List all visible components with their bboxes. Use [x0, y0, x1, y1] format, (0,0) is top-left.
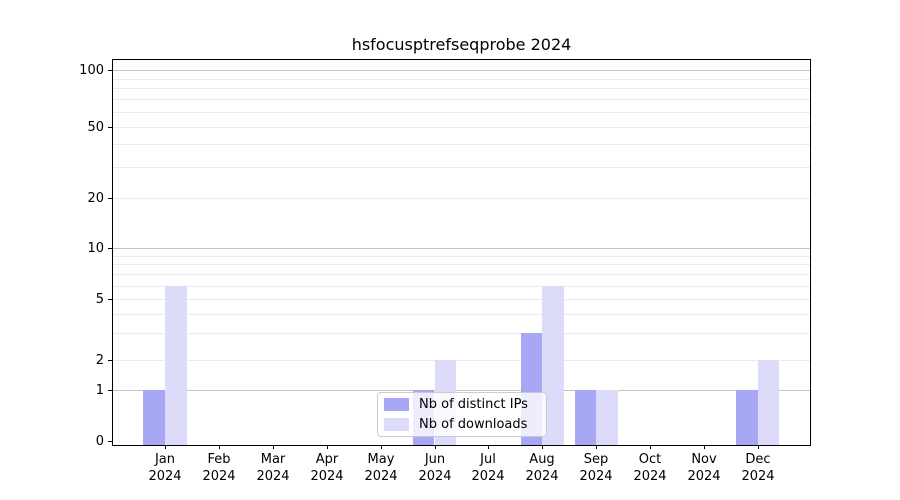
y-tick-mark: [108, 127, 112, 128]
gridline-minor: [113, 264, 810, 265]
x-tick-label: Mar 2024: [256, 452, 290, 484]
y-tick-mark: [108, 360, 112, 361]
x-tick-mark: [273, 445, 274, 449]
plot-area: Nb of distinct IPs Nb of downloads: [112, 59, 811, 446]
y-tick-label: 100: [79, 63, 104, 78]
x-tick-mark: [435, 445, 436, 449]
y-tick-label: 1: [95, 383, 104, 398]
y-tick-label: 50: [87, 120, 104, 135]
x-tick-mark: [650, 445, 651, 449]
x-tick-mark: [327, 445, 328, 449]
gridline-minor: [113, 314, 810, 315]
bar-downloads: [542, 285, 564, 445]
x-tick-mark: [542, 445, 543, 449]
y-tick-label: 5: [95, 292, 104, 307]
gridline-minor: [113, 144, 810, 145]
bar-downloads: [757, 360, 780, 445]
y-tick-label: 10: [87, 241, 104, 256]
legend-label-downloads: Nb of downloads: [419, 417, 528, 432]
x-tick-mark: [758, 445, 759, 449]
y-tick-mark: [108, 198, 112, 199]
gridline-minor: [113, 198, 810, 199]
gridline-minor: [113, 256, 810, 257]
x-tick-label: Feb 2024: [202, 452, 236, 484]
legend-swatch-downloads: [384, 418, 409, 431]
gridline-minor: [113, 127, 810, 128]
gridline-minor: [113, 286, 810, 287]
x-tick-label: Oct 2024: [633, 452, 667, 484]
x-tick-label: Aug 2024: [525, 452, 559, 484]
gridline-minor: [113, 99, 810, 100]
gridline-major: [113, 70, 810, 71]
gridline-minor: [113, 167, 810, 168]
x-tick-label: Sep 2024: [579, 452, 613, 484]
bar-distinct-ips: [143, 390, 165, 445]
gridline-minor: [113, 333, 810, 334]
y-tick-mark: [108, 248, 112, 249]
chart-title: hsfocusptrefseqprobe 2024: [351, 35, 572, 54]
x-tick-label: Jun 2024: [418, 452, 452, 484]
x-tick-mark: [381, 445, 382, 449]
gridline-minor: [113, 88, 810, 89]
legend: Nb of distinct IPs Nb of downloads: [377, 392, 547, 437]
gridline-minor: [113, 274, 810, 275]
x-tick-mark: [165, 445, 166, 449]
x-tick-mark: [704, 445, 705, 449]
y-tick-mark: [108, 299, 112, 300]
y-tick-mark: [108, 441, 112, 442]
legend-swatch-distinct-ips: [384, 398, 409, 411]
y-tick-mark: [108, 70, 112, 71]
legend-label-distinct-ips: Nb of distinct IPs: [419, 397, 528, 412]
gridline-minor: [113, 112, 810, 113]
bar-downloads: [165, 285, 187, 445]
x-tick-label: Dec 2024: [741, 452, 775, 484]
x-tick-label: Jan 2024: [148, 452, 182, 484]
gridline-minor: [113, 360, 810, 361]
y-tick-label: 20: [87, 191, 104, 206]
gridline-major: [113, 390, 810, 391]
legend-item-distinct-ips: Nb of distinct IPs: [384, 397, 546, 412]
x-tick-label: Nov 2024: [687, 452, 721, 484]
legend-item-downloads: Nb of downloads: [384, 417, 546, 432]
bar-downloads: [596, 390, 618, 445]
x-tick-mark: [219, 445, 220, 449]
bar-distinct-ips: [736, 390, 758, 445]
x-tick-mark: [596, 445, 597, 449]
y-tick-label: 2: [95, 353, 104, 368]
x-tick-label: Apr 2024: [310, 452, 344, 484]
gridline-major: [113, 248, 810, 249]
gridline-minor: [113, 79, 810, 80]
y-tick-label: 0: [95, 434, 104, 449]
bar-distinct-ips: [574, 390, 597, 445]
gridline-minor: [113, 299, 810, 300]
y-tick-mark: [108, 390, 112, 391]
x-tick-mark: [488, 445, 489, 449]
x-tick-label: Jul 2024: [471, 452, 505, 484]
x-tick-label: May 2024: [364, 452, 398, 484]
